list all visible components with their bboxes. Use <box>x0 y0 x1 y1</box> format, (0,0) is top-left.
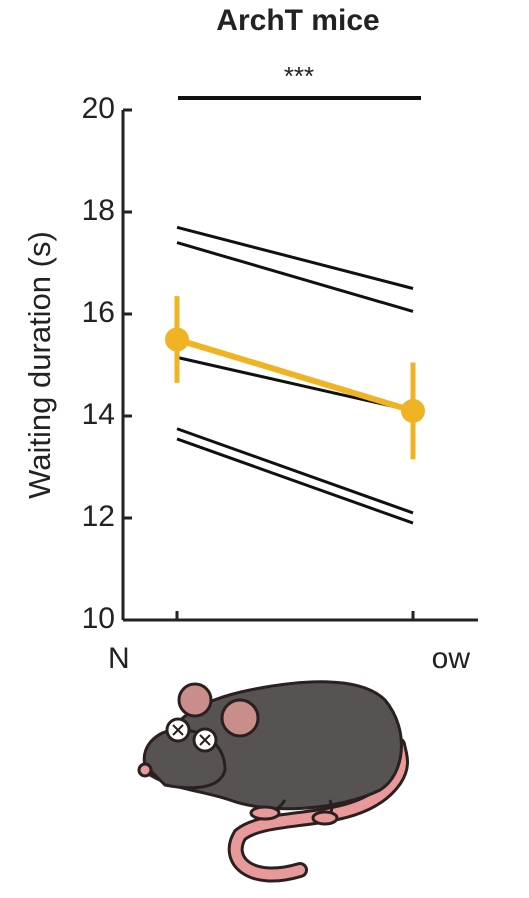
x-tick-label: N <box>108 642 130 675</box>
chart-title: ArchT mice <box>216 4 379 37</box>
y-tick-label: 14 <box>82 398 115 431</box>
significance-label: *** <box>284 61 314 91</box>
plot-area: 10 12 14 16 18 20 N ow <box>82 92 478 675</box>
y-tick-label: 18 <box>82 194 115 227</box>
subject-line <box>176 241 414 313</box>
mouse-illustration <box>137 680 409 883</box>
y-tick-label: 16 <box>82 296 115 329</box>
subject-line <box>176 427 414 515</box>
subject-line <box>176 437 414 525</box>
y-tick-label: 20 <box>82 92 115 125</box>
mean-point <box>165 327 189 352</box>
mean-point <box>401 398 425 423</box>
x-tick-label: ow <box>432 642 471 675</box>
y-tick-label: 12 <box>82 500 115 533</box>
subject-line <box>176 225 414 290</box>
mean-line <box>176 336 414 414</box>
y-tick-label: 10 <box>82 602 115 635</box>
y-axis-label: Waiting duration (s) <box>22 231 57 499</box>
